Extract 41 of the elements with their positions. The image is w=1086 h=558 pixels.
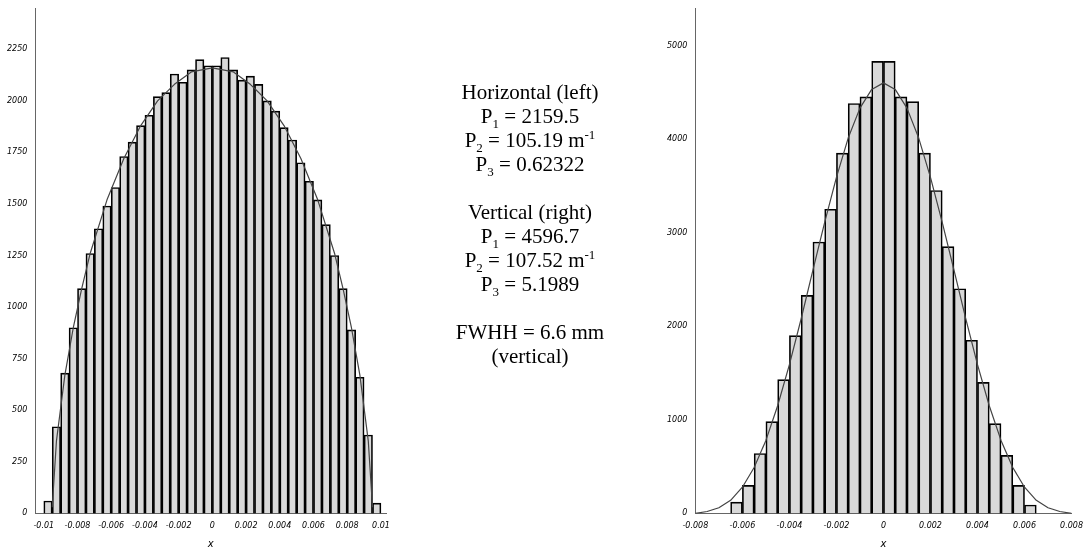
y-tick-label: 1000 <box>7 302 28 312</box>
y-tick-label: 2000 <box>667 321 688 331</box>
y-tick-label: 4000 <box>667 134 688 144</box>
x-tick-label: -0.01 <box>33 521 55 531</box>
x-axis-title: x <box>879 537 887 549</box>
x-tick-label: -0.002 <box>823 521 850 531</box>
x-tick-label: 0 <box>209 521 215 531</box>
text: Horizontal (left) P$_{1}$ = 2159.5 P$_{2}$ = 105.19 m$^{-1}$ P$_{3}$ = 0.62322 <box>461 80 599 180</box>
y-tick-label: 2250 <box>7 44 28 54</box>
y-tick-label: 1000 <box>667 414 688 424</box>
x-tick-label: 0.004 <box>268 521 292 531</box>
y-tick-label: 3000 <box>667 227 688 237</box>
x-tick-label: 0 <box>880 521 886 531</box>
y-tick-label: 250 <box>12 456 28 466</box>
y-tick-label: 1750 <box>7 147 28 157</box>
y-tick-label: 0 <box>22 508 28 518</box>
y-tick-label: 500 <box>12 405 28 415</box>
x-tick-label: 0.008 <box>335 521 359 531</box>
text: FWHH = 6.6 mm (vertical) <box>454 320 606 368</box>
y-tick-label: 2000 <box>7 95 28 105</box>
x-tick-label: 0.008 <box>1060 521 1083 531</box>
x-tick-label: 0.002 <box>234 521 258 531</box>
x-axis-title: x <box>206 537 214 549</box>
x-tick-label: -0.006 <box>98 521 125 531</box>
x-tick-label: 0.006 <box>302 521 325 531</box>
x-tick-label: 0.002 <box>919 521 942 531</box>
y-tick-label: 5000 <box>667 40 688 50</box>
x-tick-label: -0.004 <box>132 521 158 531</box>
x-tick-label: -0.002 <box>165 521 192 531</box>
x-tick-label: 0.006 <box>1013 521 1036 531</box>
y-tick-label: 0 <box>682 508 688 518</box>
y-tick-label: 1250 <box>7 250 28 260</box>
x-tick-label: 0.004 <box>966 521 989 531</box>
x-tick-label: -0.008 <box>64 521 91 531</box>
text: Vertical (right) P$_{1}$ = 4596.7 P$_{2}$ = 107.52 m$^{-1}$ P$_{3}$ = 5.1989 <box>464 200 596 300</box>
x-tick-label: -0.004 <box>776 521 803 531</box>
x-tick-label: -0.006 <box>729 521 756 531</box>
x-tick-label: 0.01 <box>372 521 390 531</box>
y-tick-label: 750 <box>12 353 28 363</box>
x-tick-label: -0.008 <box>682 521 709 531</box>
y-tick-label: 1500 <box>7 199 28 209</box>
